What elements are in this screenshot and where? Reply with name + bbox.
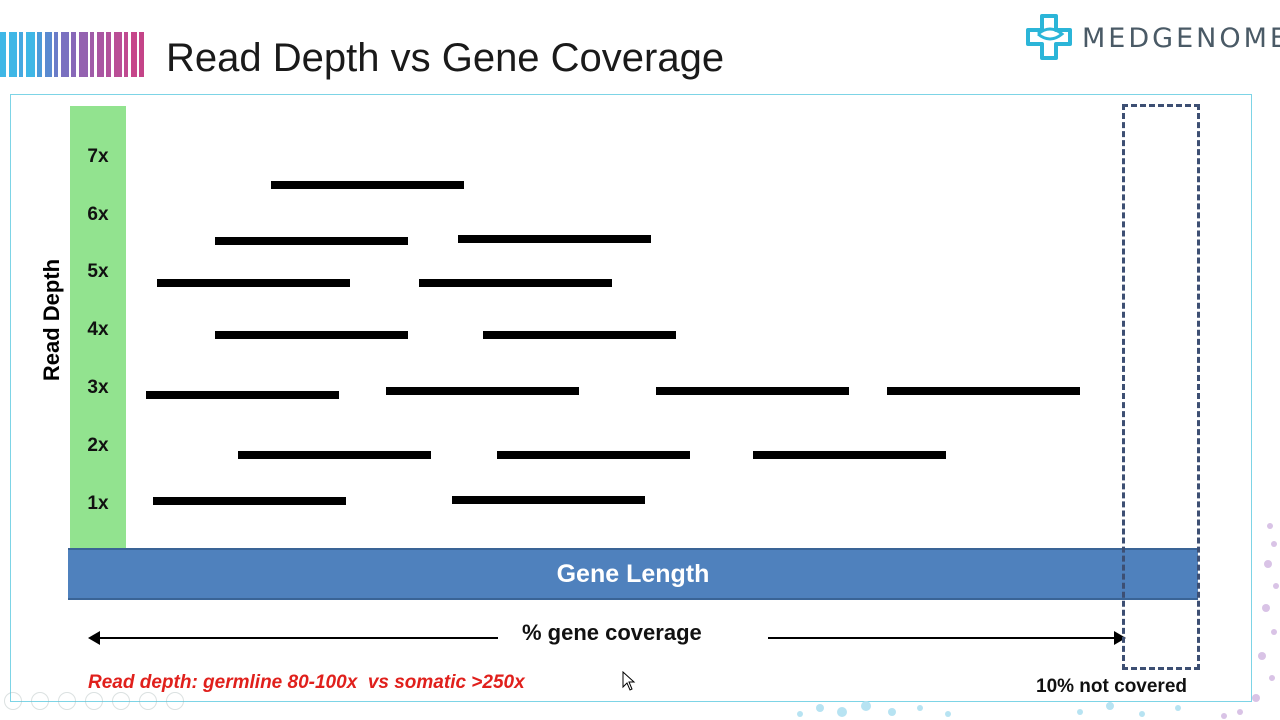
previous-slide-icon[interactable] — [4, 692, 22, 710]
medgenome-logo: MEDGENOME — [1024, 10, 1280, 66]
depth-tick-5x: 5x — [87, 261, 109, 282]
read-bar — [271, 181, 464, 189]
read-bar — [458, 235, 651, 243]
y-axis-title: Read Depth — [39, 258, 64, 382]
barcode-decoration — [0, 32, 156, 77]
coverage-label: % gene coverage — [522, 620, 702, 645]
read-bar — [497, 451, 690, 459]
depth-tick-6x: 6x — [87, 204, 109, 225]
uncovered-region-box — [1122, 104, 1200, 670]
depth-tick-4x: 4x — [87, 319, 109, 340]
uncovered-label: 10% not covered — [1036, 676, 1187, 697]
zoom-icon[interactable] — [112, 692, 130, 710]
read-bar — [386, 387, 579, 395]
read-bar — [887, 387, 1080, 395]
read-bar — [419, 279, 612, 287]
gene-length-bar: Gene Length — [68, 548, 1198, 600]
pen-icon[interactable] — [58, 692, 76, 710]
logo-cross-icon — [1026, 14, 1072, 60]
read-bar — [656, 387, 849, 395]
read-bar — [238, 451, 431, 459]
slide-title: Read Depth vs Gene Coverage — [166, 36, 725, 80]
slides-icon[interactable] — [85, 692, 103, 710]
depth-tick-7x: 7x — [87, 146, 109, 167]
next-slide-icon[interactable] — [31, 692, 49, 710]
read-bar — [215, 331, 408, 339]
read-bar — [452, 496, 645, 504]
read-bar — [753, 451, 946, 459]
read-depth-column — [70, 106, 126, 554]
read-bar — [153, 497, 346, 505]
depth-tick-1x: 1x — [87, 493, 109, 514]
arrow-left-icon — [88, 631, 100, 645]
coverage-arrow-line-left — [98, 637, 498, 639]
slide-frame — [10, 94, 1252, 702]
coverage-arrow-line-right — [768, 637, 1116, 639]
decorative-dots — [797, 701, 1181, 717]
subtitles-icon[interactable] — [139, 692, 157, 710]
gene-length-label: Gene Length — [556, 559, 710, 588]
logo-text: MEDGENOME — [1082, 22, 1280, 54]
presentation-toolbar[interactable] — [4, 692, 184, 710]
read-bar — [215, 237, 408, 245]
cursor-pointer-icon — [622, 671, 636, 691]
read-depth-footnote: Read depth: germline 80-100x vs somatic … — [88, 672, 525, 693]
read-bar — [483, 331, 676, 339]
read-bar — [157, 279, 350, 287]
read-bar — [146, 391, 339, 399]
depth-tick-3x: 3x — [87, 377, 109, 398]
more-options-icon[interactable] — [166, 692, 184, 710]
decorative-dots — [1221, 523, 1279, 719]
depth-tick-2x: 2x — [87, 435, 109, 456]
